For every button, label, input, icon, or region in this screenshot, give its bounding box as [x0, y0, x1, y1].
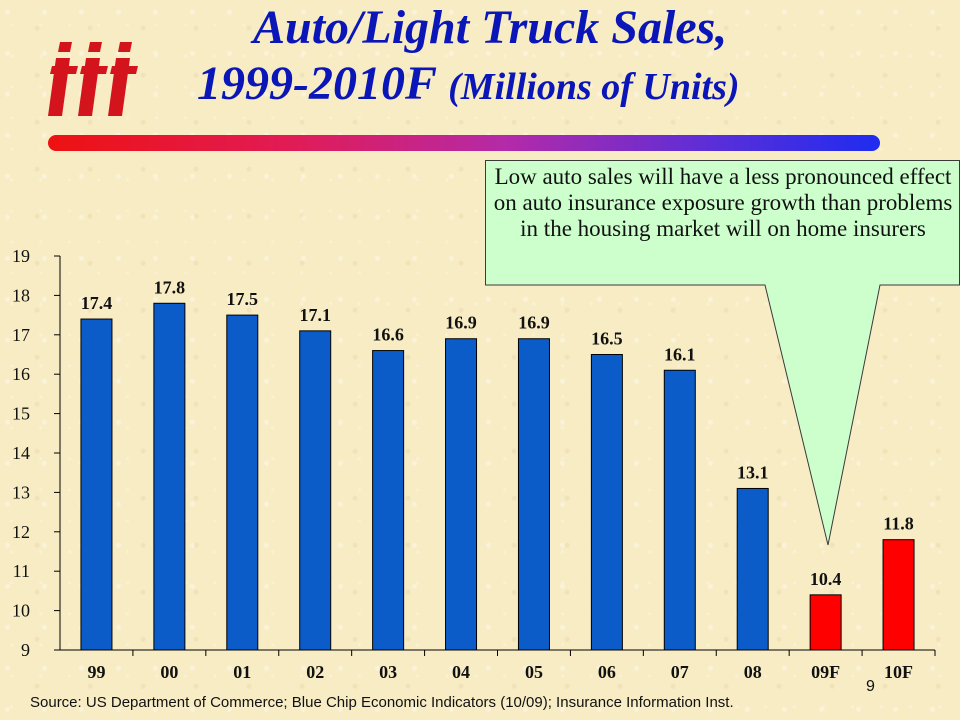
source-note: Source: US Department of Commerce; Blue … — [30, 694, 734, 711]
x-tick-label: 02 — [306, 662, 324, 682]
x-tick-label: 08 — [744, 662, 762, 682]
bars — [80, 302, 915, 651]
data-label-07: 16.1 — [664, 344, 696, 364]
x-tick-label: 09F — [811, 662, 840, 682]
x-tick-label: 01 — [233, 662, 251, 682]
y-tick-label: 9 — [21, 640, 30, 660]
bar-04 — [445, 338, 478, 651]
x-axis: 99 00 01 02 03 04 05 06 07 08 09F 10F — [60, 649, 936, 682]
x-tick-label: 07 — [671, 662, 689, 682]
iii-logo-icon — [48, 42, 138, 116]
chart-title-line2: 1999-2010F (Millions of Units) — [197, 56, 740, 111]
x-tick-label: 10F — [884, 662, 913, 682]
x-tick-label: 99 — [87, 662, 105, 682]
x-tick-label: 04 — [452, 662, 470, 682]
y-tick-label: 18 — [12, 285, 30, 305]
page-number: 9 — [866, 678, 875, 695]
data-label-03: 16.6 — [372, 325, 404, 345]
bar-03 — [372, 350, 405, 651]
data-label-05: 16.9 — [518, 313, 550, 333]
bar-10F — [882, 539, 915, 651]
bar-06 — [590, 354, 623, 651]
bar-07 — [663, 369, 696, 651]
data-label-08: 13.1 — [737, 462, 769, 482]
data-label-10F: 11.8 — [883, 514, 914, 534]
bar-08 — [736, 487, 769, 651]
x-tick-label: 06 — [598, 662, 616, 682]
data-label-01: 17.5 — [227, 289, 259, 309]
y-tick-label: 17 — [12, 325, 30, 345]
y-tick-label: 12 — [12, 522, 30, 542]
y-tick-label: 14 — [12, 443, 30, 463]
bar-99 — [80, 318, 113, 651]
data-label-99: 17.4 — [81, 293, 113, 313]
bar-chart: 9 10 11 12 13 14 15 16 17 18 19 17.4 17.8 17.5 17.1 16… — [12, 246, 936, 682]
bar-01 — [226, 314, 259, 651]
y-axis: 9 10 11 12 13 14 15 16 17 18 19 — [12, 246, 61, 660]
y-tick-label: 10 — [12, 601, 30, 621]
y-tick-label: 16 — [12, 364, 30, 384]
data-label-04: 16.9 — [445, 313, 477, 333]
y-tick-label: 15 — [12, 404, 30, 424]
data-label-00: 17.8 — [154, 277, 186, 297]
chart-title-units: (Millions of Units) — [448, 66, 740, 108]
y-tick-label: 11 — [13, 561, 30, 581]
chart-title-years: 1999-2010F — [197, 57, 437, 110]
x-tick-label: 05 — [525, 662, 543, 682]
data-label-06: 16.5 — [591, 329, 623, 349]
data-label-09F: 10.4 — [810, 569, 842, 589]
chart-title-line1: Auto/Light Truck Sales, — [253, 1, 728, 54]
y-tick-label: 19 — [12, 246, 30, 266]
x-tick-label: 03 — [379, 662, 397, 682]
bar-05 — [517, 338, 550, 651]
data-labels: 17.4 17.8 17.5 17.1 16.6 16.9 16.9 16.5 16.1 13.1… — [81, 277, 914, 589]
bar-00 — [153, 302, 186, 651]
bar-09F — [809, 594, 842, 651]
x-tick-label: 00 — [160, 662, 178, 682]
bar-02 — [299, 330, 332, 651]
title-divider — [48, 135, 880, 151]
y-tick-label: 13 — [12, 482, 30, 502]
callout-text: Low auto sales will have a less pronounc… — [493, 164, 953, 241]
data-label-02: 17.1 — [299, 305, 331, 325]
